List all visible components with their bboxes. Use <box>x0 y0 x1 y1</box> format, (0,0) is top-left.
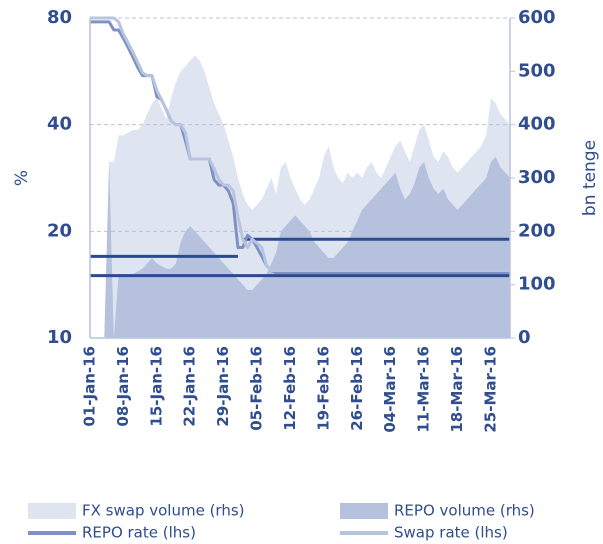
legend-swatch <box>340 503 388 519</box>
y2-tick-label: 400 <box>518 114 556 135</box>
y-tick-label: 20 <box>47 220 72 241</box>
y2-tick-label: 200 <box>518 220 556 241</box>
x-tick-label: 19-Feb-16 <box>314 346 332 431</box>
x-tick-label: 12-Feb-16 <box>281 346 299 431</box>
y2-tick-label: 300 <box>518 167 556 188</box>
x-tick-label: 29-Jan-16 <box>214 346 232 427</box>
x-tick-label: 26-Feb-16 <box>348 346 366 431</box>
x-tick-label: 18-Mar-16 <box>448 346 466 433</box>
legend-label: Swap rate (lhs) <box>394 524 508 542</box>
legend: FX swap volume (rhs) REPO volume (rhs) REP… <box>28 502 535 542</box>
areas <box>90 55 510 338</box>
x-tick-label: 25-Mar-16 <box>481 346 499 433</box>
line <box>90 16 510 273</box>
x-tick-label: 05-Feb-16 <box>248 346 266 431</box>
legend-label: FX swap volume (rhs) <box>82 502 245 520</box>
y2-tick-label: 0 <box>518 327 531 348</box>
y-tick-label: 40 <box>47 114 72 135</box>
x-tick-label: 04-Mar-16 <box>381 346 399 433</box>
x-tick-label: 08-Jan-16 <box>114 346 132 427</box>
area <box>90 156 510 338</box>
x-tick-label: 22-Jan-16 <box>181 346 199 427</box>
y2-tick-label: 500 <box>518 60 556 81</box>
y2-tick-label: 100 <box>518 274 556 295</box>
lines <box>90 16 510 278</box>
x-tick-label: 01-Jan-16 <box>81 346 99 427</box>
legend-label: REPO rate (lhs) <box>82 524 196 542</box>
y-axis-label: % <box>12 170 32 186</box>
y-tick-label: 10 <box>47 327 72 348</box>
y-tick-label: 80 <box>47 7 72 28</box>
x-tick-label: 11-Mar-16 <box>415 346 433 433</box>
y2-tick-label: 600 <box>518 7 556 28</box>
legend-label: REPO volume (rhs) <box>394 502 535 520</box>
x-tick-label: 15-Jan-16 <box>147 346 165 427</box>
legend-swatch <box>28 503 76 519</box>
axes: 10 20 40 80 0 100 200 300 400 500 600 01-Jan-16 08-J… <box>47 7 556 433</box>
y2-axis-label: bn tenge <box>580 140 600 216</box>
